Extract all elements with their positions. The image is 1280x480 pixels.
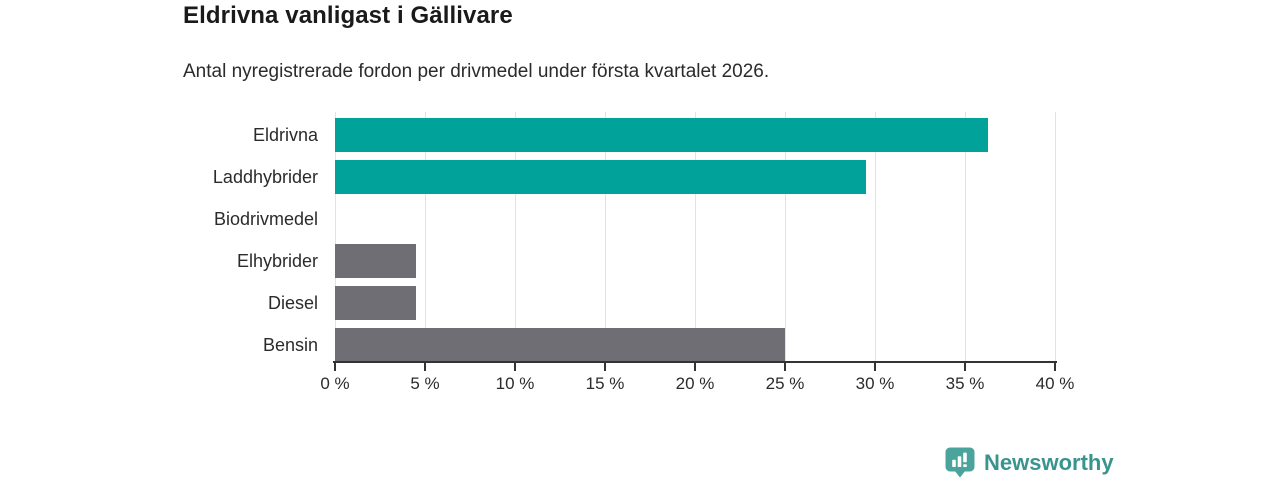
bar-diesel: [335, 286, 416, 320]
gridline: [605, 112, 606, 362]
chart-subtitle: Antal nyregistrerade fordon per drivmede…: [183, 61, 770, 82]
x-axis-tick-label: 20 %: [675, 374, 715, 393]
x-axis-tick: [424, 362, 426, 371]
category-label-diesel: Diesel: [267, 293, 318, 313]
chart-title: Eldrivna vanligast i Gällivare: [183, 2, 513, 29]
x-axis-tick: [514, 362, 516, 371]
x-axis-tick-label: 30 %: [855, 374, 895, 393]
x-axis-tick: [874, 362, 876, 371]
gridline: [965, 112, 966, 362]
gridline: [875, 112, 876, 362]
bar-eldrivna: [335, 118, 989, 152]
gridline: [1055, 112, 1056, 362]
x-axis-tick: [964, 362, 966, 371]
x-axis-tick-label: 25 %: [765, 374, 805, 393]
x-axis-tick: [1054, 362, 1056, 371]
x-axis-tick-label: 5 %: [410, 374, 440, 393]
x-axis-tick: [694, 362, 696, 371]
newsworthy-logo[interactable]: Newsworthy: [944, 446, 1114, 479]
gridline: [785, 112, 786, 362]
bar-chart-speech-bubble-icon: [944, 446, 976, 479]
x-axis-tick-label: 10 %: [495, 374, 535, 393]
category-label-elhybrider: Elhybrider: [236, 251, 318, 271]
x-axis-tick: [784, 362, 786, 371]
x-axis-tick-label: 15 %: [585, 374, 625, 393]
bar-laddhybrider: [335, 160, 866, 194]
x-axis-tick: [334, 362, 336, 371]
x-axis-tick-label: 40 %: [1035, 374, 1075, 393]
gridline: [425, 112, 426, 362]
x-axis-tick: [604, 362, 606, 371]
gridline: [695, 112, 696, 362]
category-label-laddhybrider: Laddhybrider: [212, 167, 318, 187]
newsworthy-wordmark: Newsworthy: [984, 449, 1114, 475]
gridline: [515, 112, 516, 362]
bar-elhybrider: [335, 244, 416, 278]
bar-bensin: [335, 328, 785, 362]
category-label-eldrivna: Eldrivna: [252, 125, 318, 145]
gridline: [335, 112, 336, 362]
category-label-biodrivmedel: Biodrivmedel: [213, 209, 318, 229]
x-axis-tick-label: 35 %: [945, 374, 985, 393]
category-label-bensin: Bensin: [262, 335, 318, 355]
x-axis-tick-label: 0 %: [320, 374, 350, 393]
